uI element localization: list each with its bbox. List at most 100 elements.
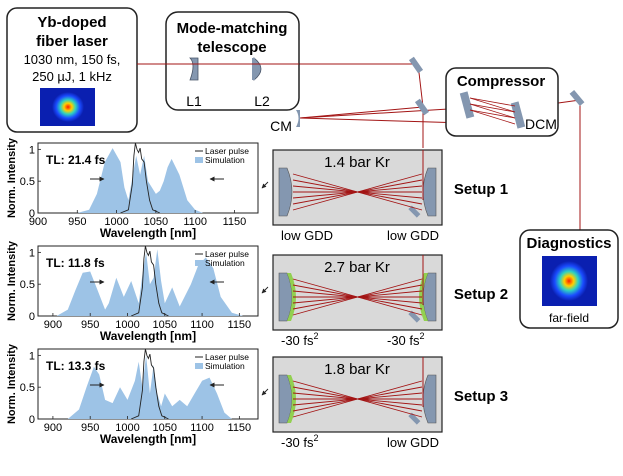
diagnostics-box: Diagnostics far-field <box>519 229 619 329</box>
chart-link-arrow-1 <box>261 181 269 189</box>
laser-pulse-line-2 <box>131 245 169 317</box>
legend-simulation-2: Simulation <box>205 258 245 268</box>
spectrum-chart-3: 900 950 1000 1050 1100 1150 0 0.5 1 Wavelength [n… <box>6 343 259 446</box>
right-mirror-label-1: low GDD <box>387 228 439 243</box>
lens-l1-label: L1 <box>186 93 202 109</box>
right-mirror-label-2: -30 fs2 <box>387 331 425 348</box>
left-mirror-2-icon <box>278 272 293 322</box>
compressor-box: Compressor DCM <box>445 67 559 137</box>
right-mirror-1-icon <box>422 167 437 217</box>
x-tick-label-2-4: 1100 <box>190 319 214 331</box>
tl-annotation-2: TL: 11.8 fs <box>46 256 105 270</box>
x-tick-label-3-0: 900 <box>44 422 62 434</box>
telescope-title-line1: Mode-matching <box>177 20 288 37</box>
chart-link-arrow-3 <box>261 388 269 396</box>
left-mirror-label-1: low GDD <box>281 228 333 243</box>
y-tick-label-3-2: 1 <box>29 350 35 362</box>
setup-name-1: Setup 1 <box>454 181 508 198</box>
cm-mirror-icon <box>296 110 300 127</box>
multipass-beam-2 <box>292 278 423 316</box>
compressor-mirror-1-icon <box>459 91 475 119</box>
x-tick-label-1-0: 900 <box>29 216 47 228</box>
legend-simulation-1: Simulation <box>205 155 245 165</box>
y-tick-label-1-2: 1 <box>29 144 35 156</box>
diagnostics-far-field-profile <box>550 261 588 301</box>
laser-title-line2: fiber laser <box>36 33 108 50</box>
x-tick-label-2-0: 900 <box>44 319 62 331</box>
laser-pulse-line-1 <box>120 142 160 214</box>
chart-link-arrow-2 <box>261 286 269 294</box>
simulation-area-2 <box>56 249 244 316</box>
right-mirror-2-icon <box>422 272 437 322</box>
legend-laser-pulse-3: Laser pulse <box>205 352 249 362</box>
dcm-label: DCM <box>525 116 557 132</box>
laser-spec-line2: 250 µJ, 1 kHz <box>32 69 112 84</box>
diagnostics-title: Diagnostics <box>526 235 611 252</box>
x-tick-label-3-2: 1000 <box>115 422 139 434</box>
laser-beam-profile <box>52 92 84 122</box>
x-tick-label-3-5: 1150 <box>228 422 252 434</box>
gas-pressure-label-1: 1.4 bar Kr <box>324 154 390 171</box>
y-tick-label-1-0: 0 <box>29 208 35 220</box>
laser-title-line1: Yb-doped <box>37 14 106 31</box>
legend-simulation-3: Simulation <box>205 361 245 371</box>
setup-name-2: Setup 2 <box>454 286 508 303</box>
diagnostics-caption: far-field <box>549 311 589 325</box>
x-tick-label-2-3: 1050 <box>153 319 177 331</box>
legend-laser-pulse-1: Laser pulse <box>205 146 249 156</box>
setup-2: 2.7 bar Kr Setup 2 -30 fs2 -30 fs2 <box>261 254 508 348</box>
right-mirror-label-3: low GDD <box>387 435 439 450</box>
legend-area-swatch-3 <box>195 363 203 369</box>
y-tick-label-3-0: 0 <box>29 414 35 426</box>
legend-area-swatch-1 <box>195 157 203 163</box>
left-mirror-1-icon <box>278 167 293 217</box>
x-tick-label-3-1: 950 <box>81 422 99 434</box>
left-mirror-label-2: -30 fs2 <box>281 331 319 348</box>
spectrum-chart-1: 900 950 1000 1050 1100 1150 0 0.5 1 Wavelength [n… <box>6 137 259 240</box>
spectrum-chart-2: 900 950 1000 1050 1100 1150 0 0.5 1 Wavelength [n… <box>6 240 259 343</box>
fold-mirror-2-icon <box>414 98 430 116</box>
y-tick-label-3-1: 0.5 <box>20 382 35 394</box>
telescope-box: Mode-matching telescope L1 L2 <box>137 11 300 111</box>
gas-pressure-label-3: 1.8 bar Kr <box>324 361 390 378</box>
legend-area-swatch-2 <box>195 260 203 266</box>
x-tick-label-3-3: 1050 <box>153 422 177 434</box>
lens-l2-base <box>252 58 255 80</box>
tl-annotation-1: TL: 21.4 fs <box>46 153 106 167</box>
x-tick-label-1-1: 950 <box>68 216 86 228</box>
x-tick-label-2-1: 950 <box>81 319 99 331</box>
x-axis-label-2: Wavelength [nm] <box>100 329 196 343</box>
gas-pressure-label-2: 2.7 bar Kr <box>324 259 390 276</box>
y-axis-label-2: Norm. Intensity <box>6 240 18 321</box>
multipass-beam-3 <box>292 380 423 418</box>
simulation-area-3 <box>67 355 232 419</box>
pickoff-mirror-3-icon <box>408 412 421 425</box>
y-axis-label-1: Norm. Intensity <box>6 137 18 218</box>
x-tick-label-1-2: 1000 <box>104 216 128 228</box>
laser-box: Yb-doped fiber laser 1030 nm, 150 fs, 25… <box>6 7 138 133</box>
x-tick-label-2-5: 1150 <box>228 319 252 331</box>
setup-1: 1.4 bar Kr Setup 1 low GDD low GDD <box>261 149 508 243</box>
pickoff-mirror-1-icon <box>408 205 421 218</box>
y-tick-label-1-1: 0.5 <box>20 176 35 188</box>
compressor-mirror-2-icon <box>510 101 526 129</box>
fold-mirror-3-icon <box>569 89 585 107</box>
pickoff-mirror-2-icon <box>408 310 421 323</box>
simulation-area-1 <box>77 148 203 213</box>
lens-l2-label: L2 <box>254 93 270 109</box>
x-axis-label-1: Wavelength [nm] <box>100 226 196 240</box>
left-mirror-label-3: -30 fs2 <box>281 433 319 450</box>
compressor-title: Compressor <box>457 73 546 90</box>
laser-spec-line1: 1030 nm, 150 fs, <box>24 52 121 67</box>
x-tick-label-1-3: 1050 <box>144 216 168 228</box>
left-mirror-3-icon <box>278 374 293 424</box>
x-tick-label-1-4: 1100 <box>183 216 207 228</box>
legend-laser-pulse-2: Laser pulse <box>205 249 249 259</box>
tl-annotation-3: TL: 13.3 fs <box>46 359 106 373</box>
y-tick-label-2-2: 1 <box>29 247 35 259</box>
setup-3: 1.8 bar Kr Setup 3 -30 fs2 low GDD <box>261 356 508 450</box>
setup-name-3: Setup 3 <box>454 388 508 405</box>
multipass-beam-1 <box>292 173 423 211</box>
